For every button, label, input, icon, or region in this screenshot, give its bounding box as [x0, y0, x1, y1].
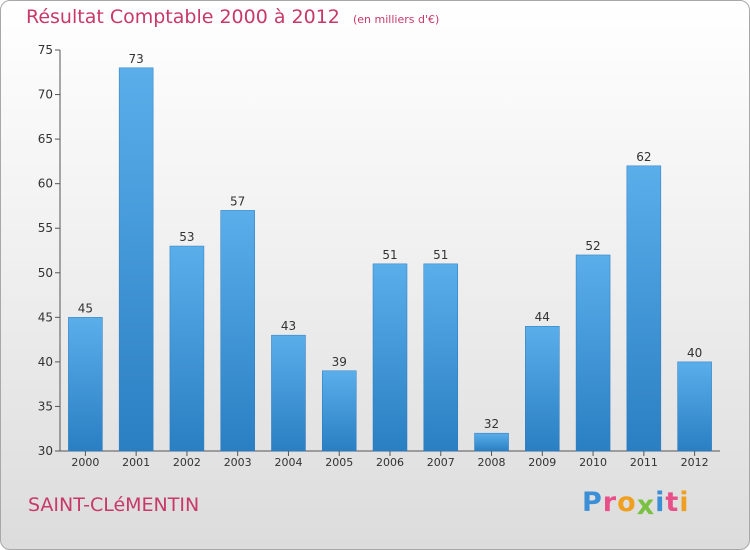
value-label-2001: 73: [129, 52, 144, 66]
bar-2004: [271, 334, 306, 452]
bar-2010: [575, 254, 611, 452]
y-axis: 30 35 40 45 50 55 60 65 70 75: [38, 43, 61, 458]
logo-letter: x: [636, 490, 656, 521]
x-tick-label-2012: 2012: [681, 456, 709, 469]
x-tick-label-2000: 2000: [71, 456, 99, 469]
y-tick-label: 35: [38, 399, 53, 413]
bar-2008: [474, 432, 509, 452]
value-label-2005: 39: [332, 355, 347, 369]
bar-2007: [423, 263, 459, 452]
y-tick-label: 60: [38, 177, 53, 191]
bar-2009: [525, 325, 560, 452]
y-tick-label: 55: [38, 221, 53, 235]
x-tick-label-2002: 2002: [173, 456, 201, 469]
value-label-2011: 62: [636, 150, 651, 164]
x-axis: 2000 2001 2002 2003 2004 2005 2006 2007 2008 2009…: [60, 450, 720, 469]
chart-subtitle: (en milliers d'€): [352, 13, 440, 26]
y-tick-label: 65: [38, 132, 53, 146]
x-tick-label-2011: 2011: [630, 456, 658, 469]
bars-group: 45 73 53 57 43 39 51 51 32 44 52 62 40: [68, 52, 712, 452]
value-label-2000: 45: [78, 301, 93, 315]
logo-letter: o: [617, 487, 637, 518]
logo-letter: P: [582, 487, 603, 518]
x-tick-label-2008: 2008: [478, 456, 506, 469]
value-label-2004: 43: [281, 319, 296, 333]
x-tick-label-2004: 2004: [274, 456, 302, 469]
value-label-2010: 52: [585, 239, 600, 253]
bar-2012: [677, 361, 712, 452]
value-label-2008: 32: [484, 417, 499, 431]
value-label-2012: 40: [687, 346, 702, 360]
x-tick-label-2001: 2001: [122, 456, 150, 469]
y-tick-label: 75: [38, 43, 53, 57]
logo-letter: t: [665, 487, 680, 518]
logo-letter: r: [602, 487, 618, 518]
bar-2005: [321, 370, 357, 452]
value-label-2003: 57: [230, 194, 245, 208]
bar-2000: [68, 317, 103, 452]
y-tick-label: 70: [38, 88, 53, 102]
logo-letter: i: [655, 487, 666, 518]
y-tick-label: 50: [38, 266, 53, 280]
value-label-2007: 51: [433, 248, 448, 262]
x-tick-label-2006: 2006: [376, 456, 404, 469]
x-tick-label-2003: 2003: [224, 456, 252, 469]
value-label-2002: 53: [179, 230, 194, 244]
x-tick-label-2005: 2005: [325, 456, 353, 469]
y-tick-label: 40: [38, 355, 53, 369]
bar-2001: [118, 67, 154, 452]
y-tick-label: 30: [38, 444, 53, 458]
x-tick-label-2007: 2007: [427, 456, 455, 469]
proxiti-logo: Proxiti: [582, 487, 690, 521]
x-tick-label-2009: 2009: [528, 456, 556, 469]
bar-2002: [169, 245, 205, 452]
bar-2006: [372, 263, 408, 452]
value-label-2009: 44: [535, 310, 550, 324]
logo-letter: i: [679, 487, 690, 518]
value-label-2006: 51: [382, 248, 397, 262]
place-name: SAINT-CLéMENTIN: [28, 494, 200, 516]
bar-2003: [220, 210, 255, 452]
chart-title: Résultat Comptable 2000 à 2012: [26, 6, 340, 28]
y-tick-label: 45: [38, 310, 53, 324]
chart-title-row: Résultat Comptable 2000 à 2012 (en milli…: [26, 6, 439, 28]
bar-2011: [626, 165, 662, 452]
x-tick-label-2010: 2010: [579, 456, 607, 469]
